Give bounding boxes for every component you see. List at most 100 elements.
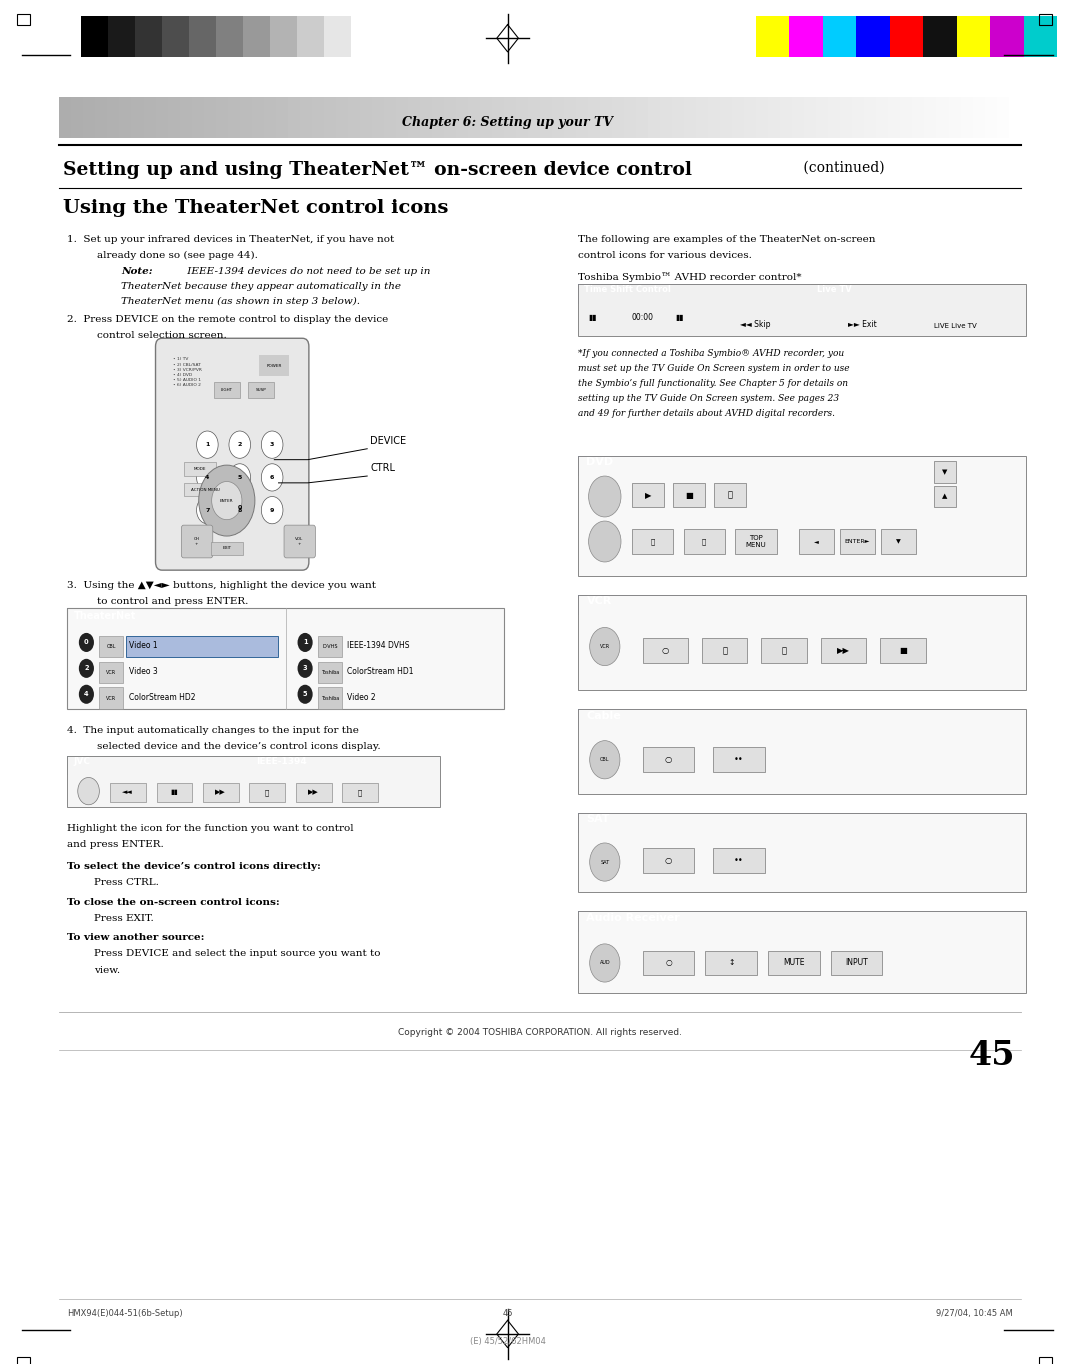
Bar (948, 97, 961, 138)
Bar (972, 97, 986, 138)
Bar (823, 16, 856, 57)
Bar (924, 97, 937, 138)
Text: 45: 45 (502, 1309, 513, 1319)
Text: 9: 9 (270, 507, 274, 513)
Circle shape (590, 627, 620, 666)
Bar (702, 638, 747, 663)
Text: Live TV: Live TV (818, 285, 852, 295)
Bar (643, 638, 688, 663)
Text: ○: ○ (665, 756, 672, 764)
Bar (67, 608, 504, 709)
Bar (578, 813, 1026, 833)
Bar (685, 97, 698, 138)
Text: 1: 1 (205, 442, 210, 447)
Bar (264, 97, 276, 138)
Bar (552, 97, 565, 138)
Bar (179, 97, 192, 138)
Text: VCR: VCR (586, 596, 611, 606)
Circle shape (79, 685, 94, 704)
Text: Note:: Note: (121, 267, 152, 277)
Text: LIVE Live TV: LIVE Live TV (934, 323, 977, 329)
Text: VCR: VCR (106, 696, 117, 701)
Circle shape (590, 741, 620, 779)
Bar (312, 97, 325, 138)
Text: 3.  Using the ▲▼◄► buttons, highlight the device you want: 3. Using the ▲▼◄► buttons, highlight the… (67, 581, 376, 591)
Text: 45: 45 (969, 1039, 1015, 1072)
Text: control selection screen.: control selection screen. (97, 331, 227, 341)
Text: ►► Exit: ►► Exit (848, 319, 877, 329)
Bar (420, 97, 433, 138)
Bar (828, 97, 841, 138)
Text: CBL: CBL (600, 757, 609, 762)
Bar (132, 97, 145, 138)
Text: the Symbio’s full functionality. See Chapter 5 for details on: the Symbio’s full functionality. See Cha… (578, 379, 848, 389)
Bar (189, 16, 216, 57)
Text: ↕: ↕ (728, 959, 734, 967)
Circle shape (197, 464, 218, 491)
FancyBboxPatch shape (284, 525, 315, 558)
Text: ⏭: ⏭ (357, 790, 362, 795)
Bar (156, 97, 168, 138)
Bar (216, 97, 229, 138)
Text: SUSP: SUSP (256, 389, 267, 391)
Text: JVC: JVC (73, 757, 91, 767)
Circle shape (298, 633, 313, 652)
Text: already done so (see page 44).: already done so (see page 44). (97, 251, 258, 261)
Text: To select the device’s control icons directly:: To select the device’s control icons dir… (67, 862, 321, 872)
Bar (578, 813, 1026, 892)
Text: 4: 4 (205, 475, 210, 480)
Text: 3: 3 (302, 666, 308, 671)
Text: TheaterNet: TheaterNet (73, 611, 136, 621)
Bar (99, 636, 123, 657)
Bar (99, 687, 123, 709)
Text: ⏸: ⏸ (782, 647, 786, 655)
Text: Toshiba: Toshiba (321, 696, 339, 701)
Text: To close the on-screen control icons:: To close the on-screen control icons: (67, 898, 280, 907)
Bar (578, 709, 1026, 794)
Bar (504, 97, 517, 138)
Text: DEVICE: DEVICE (370, 436, 406, 446)
Bar (643, 848, 694, 873)
Text: ○: ○ (665, 857, 672, 865)
Bar (528, 97, 541, 138)
FancyBboxPatch shape (156, 338, 309, 570)
Bar (162, 16, 189, 57)
Bar (342, 783, 378, 802)
Text: (continued): (continued) (799, 161, 885, 175)
Text: AUD: AUD (599, 960, 610, 966)
Bar (578, 709, 1026, 730)
Circle shape (199, 465, 255, 536)
Bar (781, 97, 794, 138)
Text: 9/27/04, 10:45 AM: 9/27/04, 10:45 AM (936, 1309, 1013, 1319)
Bar (432, 97, 445, 138)
Bar (564, 97, 577, 138)
Bar (880, 638, 926, 663)
Bar (960, 97, 974, 138)
Bar (126, 636, 278, 657)
Text: EXIT: EXIT (222, 547, 231, 550)
Text: CBL: CBL (107, 644, 116, 649)
Circle shape (261, 496, 283, 524)
Bar (480, 97, 492, 138)
Bar (120, 97, 133, 138)
Bar (157, 783, 192, 802)
Text: ◄: ◄ (814, 539, 819, 544)
Text: 7: 7 (205, 507, 210, 513)
Text: ■: ■ (899, 647, 907, 655)
Bar (203, 783, 239, 802)
Bar (578, 456, 1026, 476)
Bar (805, 97, 818, 138)
Bar (110, 783, 146, 802)
Bar (216, 756, 440, 775)
Text: ▶▶: ▶▶ (837, 647, 850, 655)
Bar (713, 848, 765, 873)
Circle shape (589, 476, 621, 517)
Bar (936, 97, 949, 138)
Bar (643, 951, 694, 975)
Bar (756, 97, 769, 138)
Text: LIGHT: LIGHT (220, 389, 233, 391)
Text: MODE: MODE (193, 468, 206, 471)
Bar (144, 97, 157, 138)
Circle shape (79, 659, 94, 678)
Bar (672, 97, 686, 138)
